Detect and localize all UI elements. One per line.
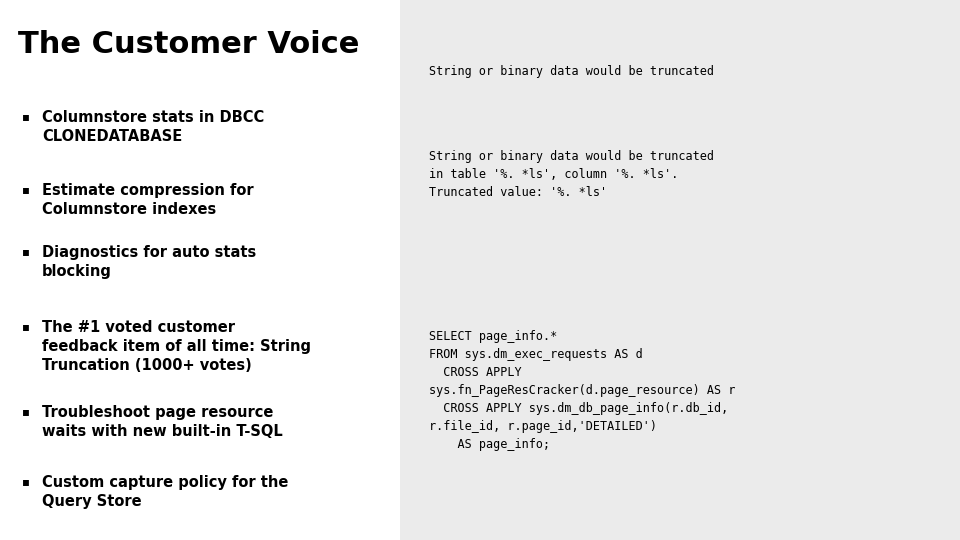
Text: ▪: ▪ — [22, 475, 30, 488]
Text: Diagnostics for auto stats
blocking: Diagnostics for auto stats blocking — [42, 245, 256, 279]
Text: ▪: ▪ — [22, 245, 30, 258]
Text: SELECT page_info.*
FROM sys.dm_exec_requests AS d
  CROSS APPLY
sys.fn_PageResCr: SELECT page_info.* FROM sys.dm_exec_requ… — [429, 330, 735, 451]
Text: ▪: ▪ — [22, 110, 30, 123]
Text: ▪: ▪ — [22, 405, 30, 418]
Text: Troubleshoot page resource
waits with new built-in T-SQL: Troubleshoot page resource waits with ne… — [42, 405, 283, 439]
Bar — [400, 0, 960, 540]
Text: ▪: ▪ — [22, 183, 30, 196]
Text: Columnstore stats in DBCC
CLONEDATABASE: Columnstore stats in DBCC CLONEDATABASE — [42, 110, 264, 144]
Text: The Customer Voice: The Customer Voice — [18, 30, 359, 59]
Text: String or binary data would be truncated: String or binary data would be truncated — [429, 65, 714, 78]
Text: Estimate compression for
Columnstore indexes: Estimate compression for Columnstore ind… — [42, 183, 253, 217]
Text: Custom capture policy for the
Query Store: Custom capture policy for the Query Stor… — [42, 475, 288, 509]
Text: The #1 voted customer
feedback item of all time: String
Truncation (1000+ votes): The #1 voted customer feedback item of a… — [42, 320, 311, 373]
Text: String or binary data would be truncated
in table '%. *ls', column '%. *ls'.
Tru: String or binary data would be truncated… — [429, 150, 714, 199]
Text: ▪: ▪ — [22, 320, 30, 333]
